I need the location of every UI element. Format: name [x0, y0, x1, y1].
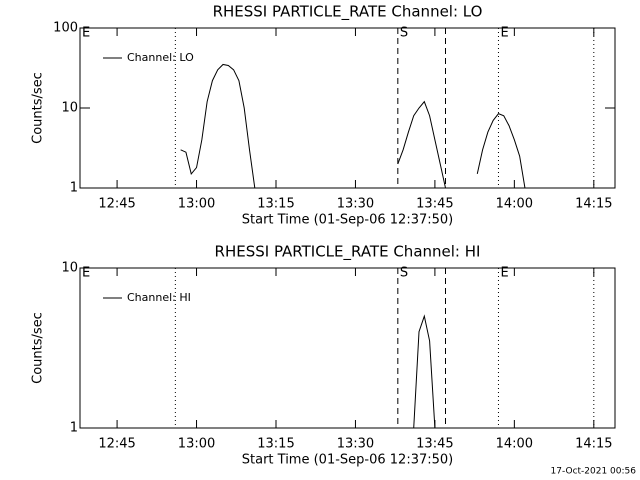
- y-tick-label: 10: [61, 261, 78, 276]
- chart-title: RHESSI PARTICLE_RATE Channel: HI: [215, 243, 481, 262]
- x-axis-label: Start Time (01-Sep-06 12:37:50): [242, 453, 453, 468]
- x-tick-label: 12:45: [98, 197, 135, 212]
- x-tick-label: 13:15: [257, 437, 294, 452]
- footer: 17-Oct-2021 00:56: [551, 467, 637, 477]
- x-tick-label: 13:45: [416, 437, 453, 452]
- x-tick-label: 13:30: [337, 197, 374, 212]
- x-tick-label: 14:15: [575, 197, 612, 212]
- x-tick-label: 13:15: [257, 197, 294, 212]
- x-tick-label: 13:00: [178, 197, 215, 212]
- annotation: E: [500, 26, 508, 41]
- annotation: E: [82, 26, 90, 41]
- x-tick-label: 13:45: [416, 197, 453, 212]
- x-tick-label: 13:30: [337, 437, 374, 452]
- x-tick-label: 14:15: [575, 437, 612, 452]
- y-axis-label: Counts/sec: [31, 72, 46, 144]
- y-tick-label: 10: [61, 101, 78, 116]
- annotation: S: [400, 26, 408, 41]
- legend-label: Channel: LO: [127, 51, 194, 64]
- y-tick-label: 100: [53, 21, 78, 36]
- chart-title: RHESSI PARTICLE_RATE Channel: LO: [213, 3, 483, 22]
- plot-frame: [79, 267, 616, 429]
- data-line: [413, 314, 436, 429]
- x-tick-label: 12:45: [98, 437, 135, 452]
- x-tick-label: 14:00: [496, 197, 533, 212]
- y-tick-label: 1: [70, 181, 78, 196]
- legend-label: Channel: HI: [127, 291, 191, 304]
- x-tick-label: 13:00: [178, 437, 215, 452]
- x-axis-label: Start Time (01-Sep-06 12:37:50): [242, 213, 453, 228]
- annotation: E: [500, 266, 508, 281]
- y-tick-label: 1: [70, 421, 78, 436]
- x-tick-label: 14:00: [496, 437, 533, 452]
- y-axis-label: Counts/sec: [31, 312, 46, 384]
- data-line: [180, 63, 526, 189]
- annotation: S: [400, 266, 408, 281]
- annotation: E: [82, 266, 90, 281]
